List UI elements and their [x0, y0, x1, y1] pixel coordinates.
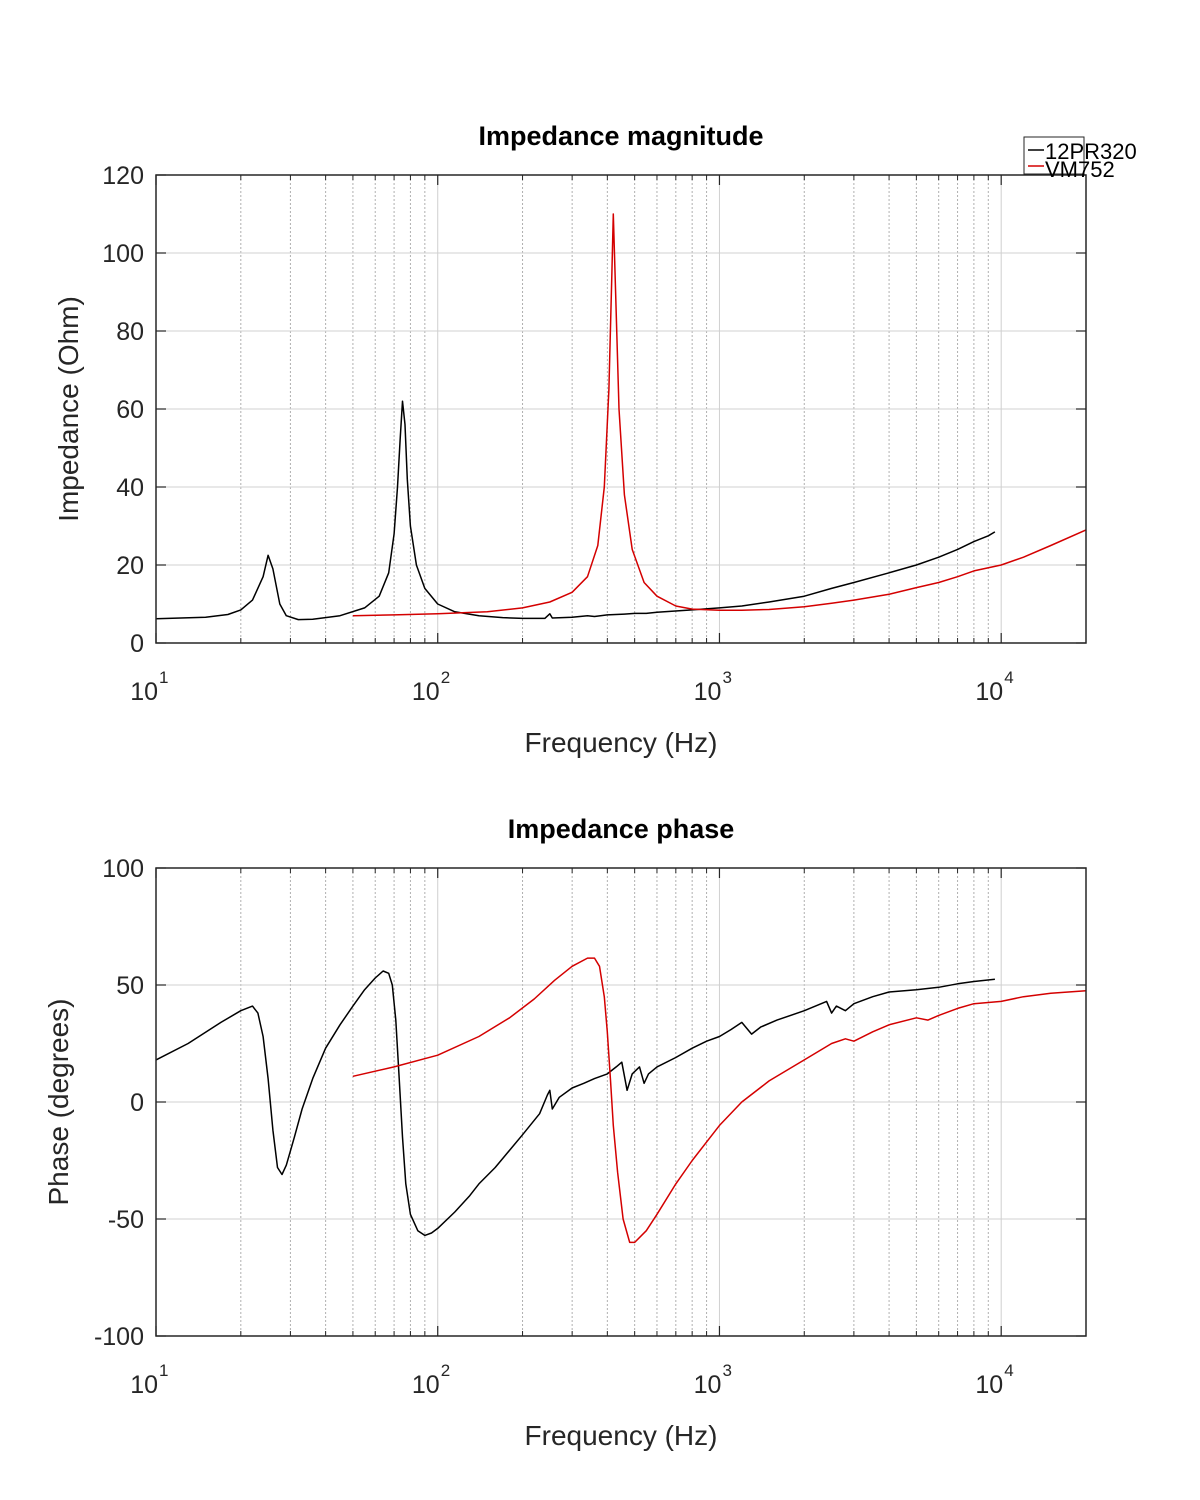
- magnitude-x-axis-label: Frequency (Hz): [525, 727, 718, 758]
- y-tick-label: 120: [102, 162, 144, 190]
- y-tick-label: 60: [116, 396, 144, 424]
- x-tick-label: 104: [975, 1361, 1013, 1399]
- magnitude-title: Impedance magnitude: [478, 121, 763, 151]
- y-tick-label: 100: [102, 240, 144, 268]
- x-tick-label: 102: [412, 668, 450, 706]
- series-line-VM752: [352, 957, 1087, 1244]
- y-tick-label: -50: [108, 1206, 144, 1234]
- x-tick-label-base: 10: [694, 678, 722, 706]
- x-tick-label-base: 10: [412, 1371, 440, 1399]
- x-tick-label-exponent: 1: [159, 1361, 168, 1380]
- series-line-VM752: [352, 213, 1087, 617]
- y-tick-label: 80: [116, 318, 144, 346]
- magnitude-y-tick-labels: 0 20 40 60 80 100 120: [102, 162, 144, 658]
- legend: 12PR320 VM752: [1023, 136, 1137, 182]
- x-tick-label-exponent: 3: [722, 1361, 731, 1380]
- x-tick-label-exponent: 3: [722, 668, 731, 687]
- y-tick-label: 40: [116, 474, 144, 502]
- y-tick-label: 0: [130, 630, 144, 658]
- x-tick-label-base: 10: [975, 1371, 1003, 1399]
- x-tick-label-exponent: 4: [1004, 668, 1013, 687]
- y-tick-label: -100: [94, 1323, 144, 1351]
- x-tick-label: 104: [975, 668, 1013, 706]
- x-tick-label-base: 10: [975, 678, 1003, 706]
- legend-label-12PR320: 12PR320: [1045, 139, 1137, 164]
- magnitude-y-axis-label: Impedance (Ohm): [53, 296, 84, 522]
- phase-y-tick-labels: -100 -50 0 50 100: [94, 855, 144, 1351]
- legend-entry-12PR320: 12PR320: [1028, 139, 1137, 164]
- phase-grid: [155, 868, 1086, 1336]
- magnitude-grid: [155, 175, 1086, 643]
- y-tick-label: 50: [116, 972, 144, 1000]
- phase-title: Impedance phase: [508, 814, 735, 844]
- phase-y-axis-label: Phase (degrees): [43, 998, 74, 1205]
- x-tick-label-exponent: 4: [1004, 1361, 1013, 1380]
- y-tick-label: 0: [130, 1089, 144, 1117]
- phase-x-axis-label: Frequency (Hz): [525, 1420, 718, 1451]
- x-tick-label-base: 10: [130, 1371, 158, 1399]
- x-tick-label-base: 10: [130, 678, 158, 706]
- y-tick-label: 20: [116, 552, 144, 580]
- series-line-12PR320: [155, 970, 995, 1237]
- legend-label-VM752: VM752: [1045, 157, 1115, 182]
- legend-entry-VM752: VM752: [1028, 157, 1115, 182]
- x-tick-label-exponent: 2: [441, 1361, 450, 1380]
- series-line-12PR320: [155, 400, 996, 621]
- x-tick-label-base: 10: [412, 678, 440, 706]
- x-tick-label: 103: [694, 1361, 732, 1399]
- legend-box: [1023, 136, 1085, 175]
- magnitude-ticks: [155, 174, 1086, 644]
- x-tick-label-base: 10: [694, 1371, 722, 1399]
- x-tick-label-exponent: 1: [159, 668, 168, 687]
- magnitude-series-lines: [155, 213, 1087, 621]
- phase-series-lines: [155, 957, 1087, 1244]
- phase-ticks: [155, 867, 1086, 1337]
- x-tick-label: 102: [412, 1361, 450, 1399]
- x-tick-label: 103: [694, 668, 732, 706]
- x-tick-label: 101: [130, 668, 168, 706]
- y-tick-label: 100: [102, 855, 144, 883]
- x-tick-label-exponent: 2: [441, 668, 450, 687]
- x-tick-label: 101: [130, 1361, 168, 1399]
